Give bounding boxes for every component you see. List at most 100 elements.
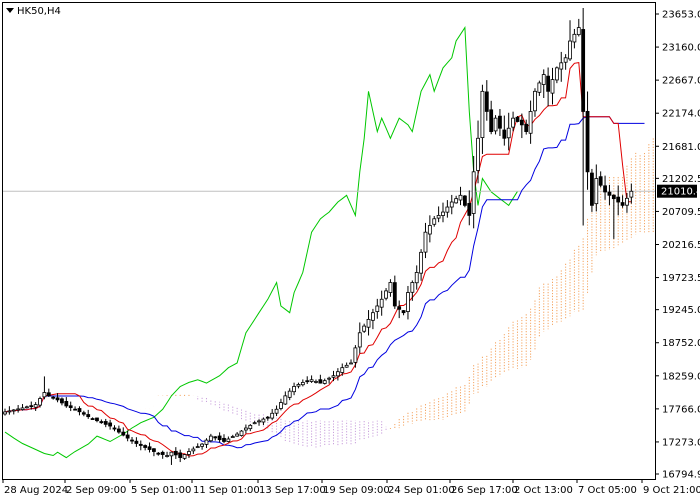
current-price-tag-label: 21010.4: [661, 187, 700, 198]
candle: [230, 434, 235, 438]
candle: [81, 410, 86, 417]
candle: [24, 405, 29, 409]
y-tick-label: 20216.5: [662, 240, 700, 251]
candle: [581, 7, 586, 226]
candle-body: [528, 111, 533, 134]
candle: [283, 391, 288, 405]
candle: [362, 323, 367, 333]
candle-body: [64, 400, 69, 407]
candle-body: [60, 398, 64, 404]
candle-body: [445, 206, 450, 213]
candle: [349, 359, 353, 365]
candle: [208, 433, 213, 443]
candle: [353, 345, 358, 368]
candle: [187, 448, 191, 458]
candle: [572, 28, 577, 49]
candle: [55, 393, 60, 403]
candle: [29, 401, 34, 410]
candle-body: [541, 74, 546, 85]
candle: [182, 454, 187, 460]
candle: [519, 113, 524, 139]
candle-body: [46, 392, 51, 397]
candle-body: [130, 439, 134, 442]
candle: [60, 397, 64, 406]
candle-body: [375, 305, 380, 312]
candle-body: [568, 40, 572, 60]
candle-body: [252, 422, 257, 425]
candle-body: [366, 318, 371, 328]
candle: [178, 449, 183, 463]
candle: [331, 370, 336, 382]
candle: [397, 300, 402, 319]
candle: [305, 376, 310, 385]
candle: [73, 406, 77, 411]
candle-body: [353, 347, 358, 363]
candle: [42, 376, 47, 400]
dropdown-triangle-icon[interactable]: [6, 8, 14, 13]
candle: [388, 279, 393, 297]
candle: [441, 202, 445, 223]
candle-body: [406, 292, 410, 312]
candle: [68, 401, 73, 412]
candle-body: [217, 435, 222, 441]
candle-body: [230, 436, 235, 438]
candle: [38, 396, 42, 408]
candle: [436, 206, 441, 223]
kijun-sen-path: [4, 116, 645, 449]
candle: [235, 432, 240, 437]
candle: [484, 80, 489, 121]
chikou-span-path: [4, 26, 518, 459]
candle-body: [270, 412, 275, 419]
candle: [103, 418, 108, 428]
candle: [156, 452, 161, 456]
candle-body: [7, 410, 12, 413]
candle: [300, 379, 305, 387]
candle: [476, 120, 480, 184]
candle: [112, 425, 117, 432]
candle-body: [187, 451, 191, 455]
candle-body: [81, 412, 86, 415]
candle: [279, 398, 283, 411]
candle-body: [432, 218, 437, 225]
candle: [292, 382, 296, 396]
ichimoku-cloud: [157, 138, 654, 448]
candle-body: [335, 371, 340, 377]
candle-body: [309, 379, 314, 382]
candle-body: [16, 408, 21, 411]
candle: [625, 192, 629, 213]
candle: [340, 363, 345, 376]
x-tick-label: 13 Sep 17:00: [259, 485, 326, 496]
candle: [287, 388, 292, 401]
candle-body: [441, 211, 445, 216]
candle-body: [292, 386, 296, 393]
candle-body: [116, 428, 121, 433]
candle-body: [38, 398, 42, 406]
candle: [533, 88, 537, 117]
candle-body: [616, 196, 621, 203]
candle-body: [349, 362, 353, 365]
candle: [318, 374, 323, 384]
candle-body: [257, 420, 261, 423]
candle-body: [401, 310, 406, 314]
candle: [11, 409, 16, 415]
candle-body: [3, 411, 7, 415]
candle-body: [226, 438, 231, 442]
candle: [116, 425, 121, 434]
candle-body: [603, 185, 607, 193]
symbol-header[interactable]: HK50,H4: [6, 6, 61, 17]
candle: [169, 451, 174, 465]
candle: [594, 164, 599, 212]
candle-body: [458, 194, 463, 201]
candle: [620, 195, 625, 208]
y-tick-label: 22174.0: [662, 109, 700, 120]
candle-body: [103, 421, 108, 425]
plot-frame: [2, 2, 656, 480]
candle-body: [208, 435, 213, 442]
candle-body: [379, 298, 384, 308]
candle: [546, 67, 551, 107]
candle: [248, 424, 253, 432]
candle-body: [51, 396, 56, 399]
candle-body: [572, 33, 577, 43]
